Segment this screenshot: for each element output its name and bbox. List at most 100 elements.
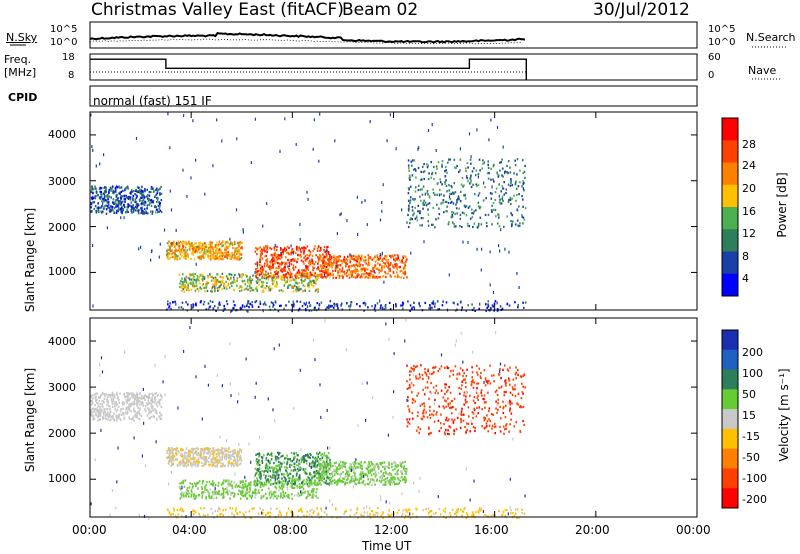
data-cell xyxy=(327,470,329,473)
data-cell xyxy=(372,467,375,470)
data-cell xyxy=(93,410,96,413)
data-cell xyxy=(225,300,228,303)
data-cell xyxy=(293,259,296,262)
data-cell xyxy=(491,210,493,213)
data-cell xyxy=(403,254,405,258)
data-cell xyxy=(280,254,282,257)
data-cell xyxy=(293,284,296,287)
data-cell xyxy=(233,456,236,459)
data-cell xyxy=(260,248,263,251)
data-cell xyxy=(202,253,204,256)
data-cell xyxy=(211,290,213,293)
data-cell xyxy=(209,447,212,450)
data-cell xyxy=(209,255,212,258)
data-cell xyxy=(283,494,285,497)
data-cell xyxy=(146,207,148,210)
data-cell xyxy=(378,258,380,261)
data-cell xyxy=(175,452,177,455)
data-cell xyxy=(205,497,207,500)
noise-cell xyxy=(299,222,301,226)
data-cell xyxy=(356,466,358,469)
data-cell xyxy=(323,466,325,469)
data-cell xyxy=(125,196,128,199)
data-cell xyxy=(98,411,101,414)
data-cell xyxy=(399,270,402,273)
data-cell xyxy=(124,200,126,203)
data-cell xyxy=(367,306,369,309)
data-cell xyxy=(234,451,237,454)
data-cell xyxy=(269,460,271,463)
data-cell xyxy=(496,309,499,313)
data-cell xyxy=(311,477,313,480)
data-cell xyxy=(443,194,445,197)
data-cell xyxy=(298,271,301,274)
data-cell xyxy=(182,448,185,452)
data-cell xyxy=(140,397,142,400)
data-cell xyxy=(260,474,262,478)
data-cell xyxy=(444,175,447,178)
data-cell xyxy=(142,212,144,215)
data-cell xyxy=(231,255,233,258)
data-cell xyxy=(183,462,185,465)
data-cell xyxy=(291,493,293,496)
data-cell xyxy=(185,288,188,291)
data-cell xyxy=(309,261,311,264)
data-cell xyxy=(208,243,210,246)
data-cell xyxy=(103,198,105,201)
data-cell xyxy=(296,467,299,470)
data-cell xyxy=(180,286,183,289)
data-cell xyxy=(406,221,408,224)
noise-cell xyxy=(264,301,266,305)
data-cell xyxy=(186,287,188,290)
data-cell xyxy=(381,275,384,278)
noise-cell xyxy=(496,301,498,305)
data-cell xyxy=(306,453,309,456)
data-cell xyxy=(240,257,243,260)
data-cell xyxy=(135,415,137,419)
data-cell xyxy=(153,415,155,418)
data-cell xyxy=(282,454,284,457)
data-cell xyxy=(284,268,286,271)
data-cell xyxy=(103,413,105,416)
data-cell xyxy=(150,187,153,190)
data-cell xyxy=(207,490,209,493)
data-cell xyxy=(220,282,222,285)
noise-cell xyxy=(427,129,430,132)
data-cell xyxy=(309,282,311,285)
data-cell xyxy=(288,276,291,279)
data-cell xyxy=(365,272,368,275)
data-cell xyxy=(492,178,494,181)
data-cell xyxy=(129,198,132,201)
data-cell xyxy=(445,200,448,203)
data-cell xyxy=(204,488,206,491)
data-cell xyxy=(490,307,492,310)
data-cell xyxy=(246,309,248,312)
data-cell xyxy=(484,186,486,189)
data-cell xyxy=(405,467,408,471)
data-cell xyxy=(401,471,403,474)
data-cell xyxy=(286,251,288,254)
data-cell xyxy=(216,273,219,276)
data-cell xyxy=(305,454,308,457)
data-cell xyxy=(509,171,512,174)
data-cell xyxy=(440,201,443,204)
data-cell xyxy=(268,453,271,456)
data-cell xyxy=(233,465,235,468)
data-cell xyxy=(95,414,97,417)
data-cell xyxy=(376,302,379,305)
data-cell xyxy=(331,470,334,474)
data-cell xyxy=(312,262,314,265)
data-cell xyxy=(282,248,284,251)
data-cell xyxy=(217,257,220,260)
data-cell xyxy=(433,305,436,308)
data-cell xyxy=(296,478,298,481)
noise-cell xyxy=(242,228,244,232)
data-cell xyxy=(367,470,370,473)
data-cell xyxy=(291,482,294,485)
data-cell xyxy=(498,174,500,177)
data-cell xyxy=(119,191,121,194)
data-cell xyxy=(309,279,311,282)
data-cell xyxy=(358,465,360,468)
data-cell xyxy=(149,210,152,213)
data-cell xyxy=(506,215,508,218)
